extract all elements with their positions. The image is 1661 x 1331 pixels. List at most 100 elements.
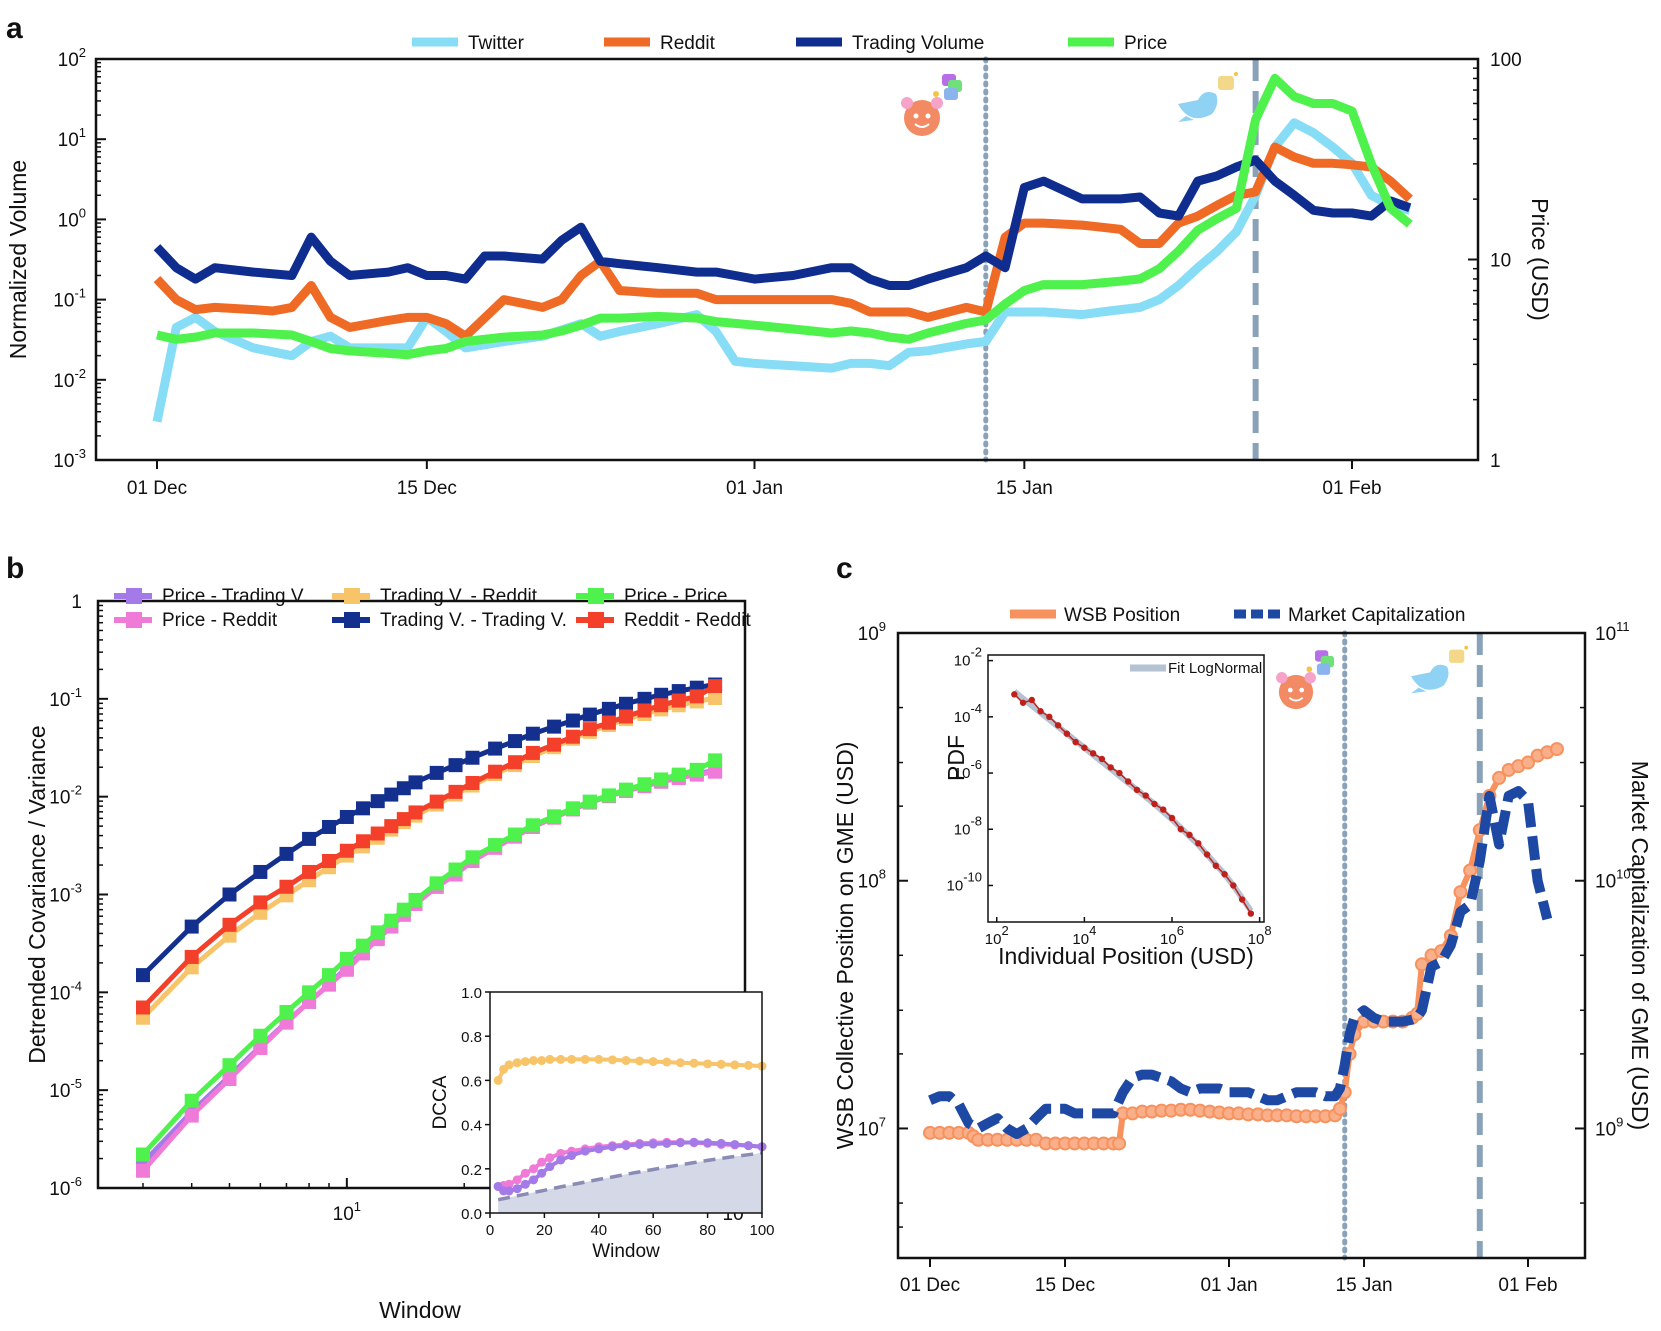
reddit-face: [1278, 674, 1314, 710]
series-marker: [408, 775, 423, 790]
series-marker-wsb-position: [1332, 1101, 1347, 1116]
y-tick-label-base: 10: [58, 50, 79, 71]
inset-x-axis-label: Individual Position (USD): [998, 943, 1254, 969]
y-tick-label: 10-1: [49, 685, 82, 711]
series-marker: [322, 968, 337, 983]
series-marker: [448, 862, 463, 877]
x-axis-label: Window: [379, 1297, 461, 1323]
inset-series-marker: [512, 1058, 522, 1068]
series-marker: [637, 691, 652, 706]
series-marker: [525, 818, 540, 833]
y-tick-label: 10-1: [53, 286, 86, 312]
inset-series-marker: [621, 1141, 631, 1151]
series-marker: [671, 693, 686, 708]
inset-series-marker: [520, 1179, 530, 1189]
series-marker: [339, 809, 354, 824]
inset-series-marker: [675, 1138, 685, 1148]
panel-b: 110-110-210-310-410-510-6101102WindowDet…: [24, 586, 775, 1323]
inset-data-point: [1238, 896, 1246, 903]
y-tick-label-base: 10: [53, 291, 74, 312]
series-marker: [184, 1093, 199, 1108]
series-marker: [222, 887, 237, 902]
y-tick-label: 10-5: [49, 1076, 82, 1102]
inset-baseline-line: [497, 1151, 763, 1202]
inset-series-marker: [580, 1054, 590, 1064]
y-tick-label: 10-6: [49, 1174, 82, 1200]
series-marker: [429, 765, 444, 780]
y-tick-label-base: 10: [53, 451, 74, 472]
inset-y-tick-label: 1.0: [461, 985, 482, 1002]
twitter-tail: [1178, 116, 1194, 122]
series-marker: [582, 722, 597, 737]
inset-y-tick-label-exp: -2: [970, 645, 982, 660]
y-tick-label-base: 10: [53, 371, 74, 392]
inset-series-marker: [567, 1151, 577, 1161]
reddit-smile: [1288, 696, 1304, 702]
y-tick-label-base: 10: [58, 130, 79, 151]
series-marker: [184, 919, 199, 934]
series-marker: [488, 764, 503, 779]
series-marker: [601, 715, 616, 730]
series-marker: [619, 709, 634, 724]
inset-data-point: [1212, 862, 1220, 869]
inset-series-marker: [743, 1060, 753, 1070]
y-tick-label: 10-3: [49, 881, 82, 907]
x-tick-label: 15 Jan: [996, 478, 1053, 499]
series-marker: [547, 719, 562, 734]
series-marker: [370, 925, 385, 940]
series-marker: [619, 782, 634, 797]
inset-x-tick-label-base: 10: [1160, 931, 1177, 948]
series-marker: [488, 838, 503, 853]
y-axis-label: WSB Collective Position on GME (USD): [832, 742, 858, 1150]
series-marker: [601, 788, 616, 803]
series-marker: [384, 819, 399, 834]
x-tick-label: 01 Jan: [1200, 1275, 1257, 1296]
inset-data-point: [1203, 851, 1211, 858]
inset-series-marker: [537, 1157, 547, 1167]
series-marker: [253, 864, 268, 879]
series-marker: [429, 794, 444, 809]
y-right-axis-label: Price (USD): [1527, 198, 1553, 321]
inset-data-point: [1098, 755, 1106, 763]
series-marker: [582, 794, 597, 809]
y-tick-label: 108: [858, 867, 886, 893]
series-marker: [384, 913, 399, 928]
series-line: [141, 683, 717, 1010]
inset-series-marker: [730, 1060, 740, 1070]
series-marker: [222, 1058, 237, 1073]
x-tick-label-base: 10: [333, 1204, 354, 1225]
inset-series-marker: [520, 1168, 530, 1178]
inset-data-point: [1177, 826, 1184, 833]
series-line-market-capitalization: [928, 786, 1553, 1139]
y-tick-label-exp: 2: [79, 45, 86, 60]
inset-y-tick-label: 0.4: [461, 1118, 482, 1135]
inset-data-point: [1011, 691, 1018, 698]
reddit-ear: [1276, 672, 1288, 684]
legend-marker: [588, 588, 604, 604]
spark: [1464, 645, 1469, 650]
y-tick-label-exp: -2: [74, 366, 86, 381]
y-tick-label-exp: -1: [74, 286, 86, 301]
series-marker: [279, 879, 294, 894]
legend-label: Twitter: [468, 33, 525, 54]
x-tick-label: 01 Dec: [900, 1275, 960, 1296]
series-marker: [396, 902, 411, 917]
y-tick-label-exp: 9: [879, 619, 886, 634]
spark: [1234, 72, 1238, 76]
inset-series-marker: [504, 1060, 514, 1070]
legend-marker: [344, 588, 360, 604]
y-right-tick-label-exp: 11: [1616, 619, 1630, 634]
inset-series-marker: [504, 1179, 514, 1189]
legend-label: Reddit: [660, 33, 716, 54]
inset-data-point: [1160, 806, 1167, 813]
y-right-tick-label-base: 10: [1595, 624, 1616, 645]
inset-series-marker: [675, 1058, 685, 1068]
x-tick-label: 01 Jan: [726, 478, 783, 499]
inset-series-marker: [703, 1138, 713, 1148]
y-tick-label-exp: -3: [70, 881, 82, 896]
panel-c-letter: c: [836, 552, 853, 585]
series-marker: [396, 812, 411, 827]
inset-series-marker: [648, 1057, 658, 1067]
inset-x-tick-label-base: 10: [985, 931, 1002, 948]
series-marker: [708, 690, 723, 705]
